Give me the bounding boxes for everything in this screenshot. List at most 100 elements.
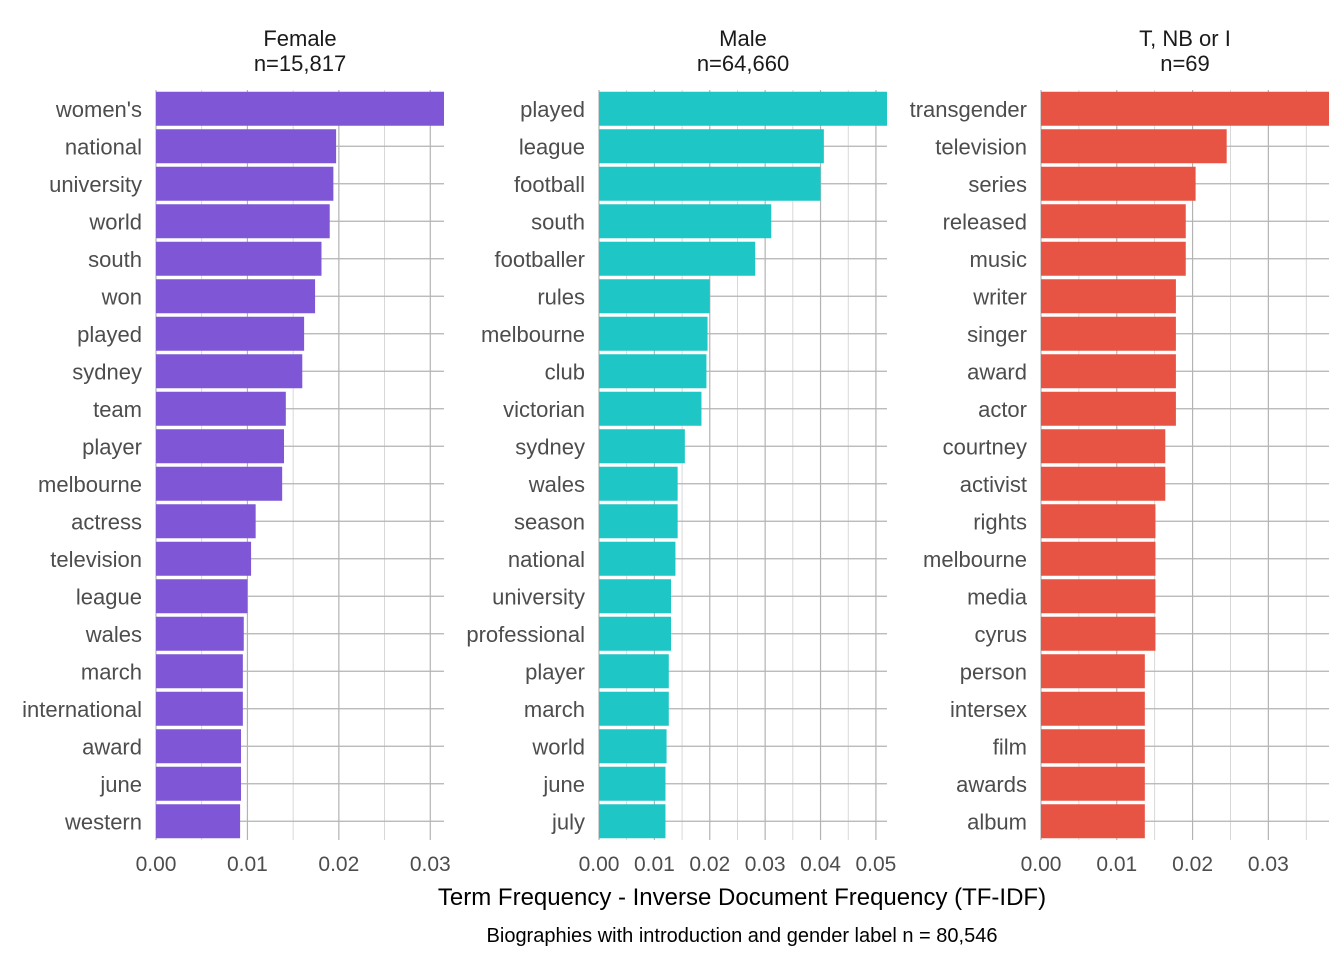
term-label: june — [542, 772, 585, 797]
bar — [599, 91, 887, 126]
bar — [1041, 579, 1156, 614]
term-label: melbourne — [38, 472, 142, 497]
term-label: women's — [55, 97, 142, 122]
term-label: league — [519, 134, 585, 159]
term-label: wales — [85, 622, 142, 647]
x-tick-label: 0.01 — [634, 853, 675, 876]
x-tick-label: 0.00 — [136, 853, 177, 876]
term-label: june — [99, 772, 142, 797]
panel-title: Female — [263, 26, 336, 51]
term-label: march — [524, 697, 585, 722]
term-label: international — [22, 697, 142, 722]
term-label: courtney — [943, 434, 1027, 459]
bar — [156, 429, 284, 464]
bar — [1041, 279, 1176, 314]
bar — [599, 654, 669, 689]
x-tick-label: 0.00 — [579, 853, 620, 876]
bar — [156, 541, 252, 576]
bar — [599, 279, 710, 314]
bar — [156, 279, 316, 314]
term-label: played — [520, 97, 585, 122]
x-tick-label: 0.01 — [227, 853, 268, 876]
bar — [1041, 91, 1329, 126]
term-label: south — [531, 209, 585, 234]
term-label: wales — [528, 472, 585, 497]
term-label: melbourne — [923, 547, 1027, 572]
term-label: south — [88, 247, 142, 272]
bar — [599, 241, 756, 276]
bar — [1041, 166, 1196, 201]
term-label: film — [993, 734, 1027, 759]
bar — [599, 391, 702, 426]
bar — [156, 504, 256, 539]
x-tick-label: 0.02 — [689, 853, 730, 876]
chart-caption: Biographies with introduction and gender… — [487, 925, 998, 947]
term-label: national — [65, 134, 142, 159]
term-label: footballer — [494, 247, 585, 272]
term-label: professional — [466, 622, 585, 647]
bar — [1041, 691, 1145, 726]
term-label: writer — [972, 284, 1027, 309]
term-label: rights — [973, 509, 1027, 534]
term-label: world — [531, 734, 585, 759]
bar — [599, 766, 666, 801]
term-label: victorian — [503, 397, 585, 422]
panel-title: Male — [719, 26, 767, 51]
term-label: intersex — [950, 697, 1027, 722]
bar — [599, 166, 821, 201]
term-label: played — [77, 322, 142, 347]
term-label: series — [968, 172, 1027, 197]
bar — [599, 129, 824, 164]
x-tick-label: 0.05 — [855, 853, 896, 876]
x-axis-title: Term Frequency - Inverse Document Freque… — [438, 884, 1046, 911]
panel-subtitle: n=69 — [1160, 51, 1210, 76]
bar — [156, 654, 243, 689]
bar — [1041, 241, 1186, 276]
bar — [599, 354, 707, 389]
term-label: sydney — [72, 359, 142, 384]
term-label: person — [960, 659, 1027, 684]
bar — [599, 466, 678, 501]
bar — [156, 316, 305, 351]
panel: women's national university world south won pl… — [22, 26, 451, 876]
term-label: melbourne — [481, 322, 585, 347]
term-label: album — [967, 809, 1027, 834]
term-label: actor — [978, 397, 1027, 422]
bar — [156, 91, 444, 126]
x-tick-label: 0.00 — [1021, 853, 1062, 876]
bar — [156, 241, 322, 276]
panel-subtitle: n=15,817 — [254, 51, 346, 76]
term-label: march — [81, 659, 142, 684]
term-label: award — [82, 734, 142, 759]
bar — [599, 316, 708, 351]
term-label: television — [50, 547, 142, 572]
bar — [1041, 654, 1145, 689]
x-tick-label: 0.03 — [1248, 853, 1289, 876]
bar — [1041, 316, 1176, 351]
term-label: rules — [537, 284, 585, 309]
x-tick-label: 0.01 — [1096, 853, 1137, 876]
bar — [599, 729, 667, 764]
bar — [599, 504, 678, 539]
term-label: national — [508, 547, 585, 572]
bar — [1041, 616, 1156, 651]
panel: transgender television series released music… — [910, 26, 1329, 876]
x-tick-label: 0.04 — [800, 853, 841, 876]
bar — [156, 616, 244, 651]
bar — [599, 691, 669, 726]
bar — [156, 204, 330, 239]
term-label: university — [49, 172, 142, 197]
term-label: television — [935, 134, 1027, 159]
term-label: team — [93, 397, 142, 422]
bar — [599, 429, 685, 464]
term-label: transgender — [910, 97, 1027, 122]
bar — [1041, 391, 1176, 426]
term-label: released — [943, 209, 1027, 234]
bar — [1041, 204, 1186, 239]
bar — [1041, 804, 1145, 839]
bar — [1041, 129, 1227, 164]
bar — [1041, 354, 1176, 389]
bar — [156, 766, 242, 801]
bar — [599, 541, 676, 576]
